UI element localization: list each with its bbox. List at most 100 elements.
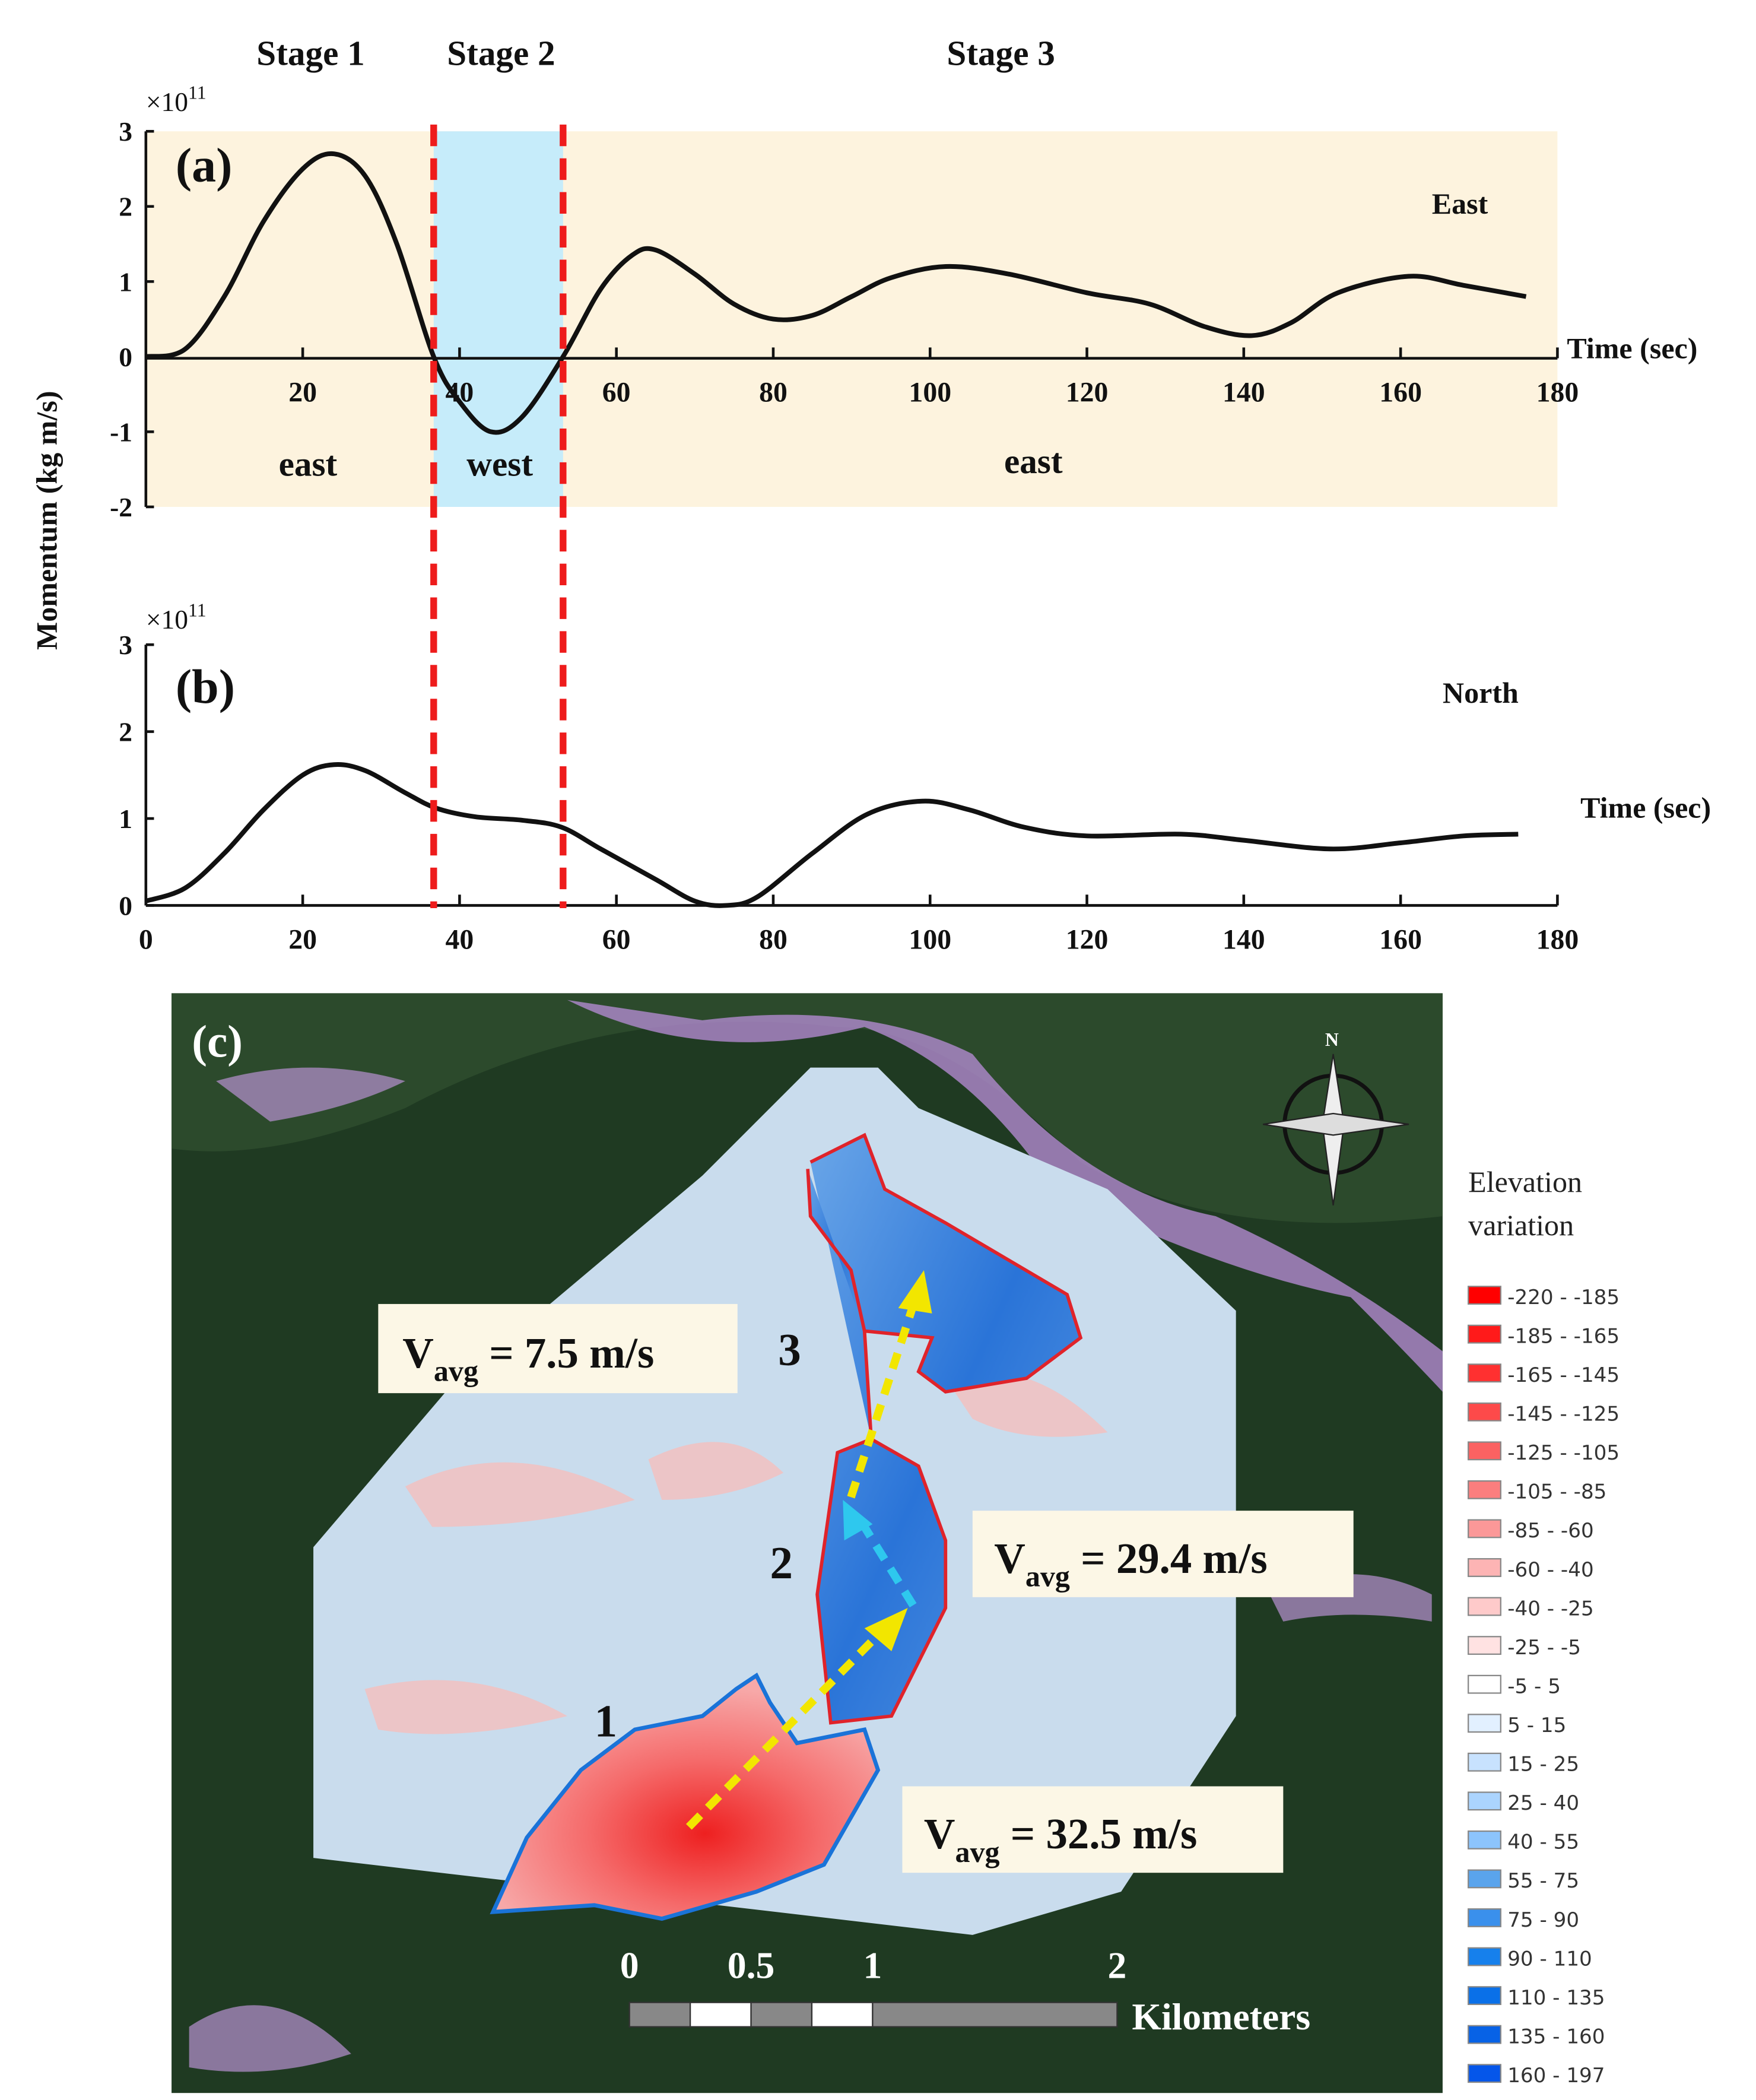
legend-swatch [1468,1519,1501,1538]
momentum-series-line [145,151,1527,435]
y-tick-label: 0 [119,342,132,372]
y-tick-label: 0 [119,890,132,921]
flow-arrow-3 [847,1296,920,1499]
legend-label: 40 - 55 [1507,1831,1579,1854]
legend-title-line1: Elevation [1468,1165,1582,1198]
x-tick-label: 140 [1222,924,1265,955]
zone-2-label: 2 [770,1537,793,1588]
north-label: N [1325,1029,1339,1050]
legend-swatch [1468,1636,1501,1655]
y-tick-label: 2 [119,192,132,222]
panel-b-xlabel: Time (sec) [1580,791,1711,824]
legend-label: 160 - 197 [1507,2064,1605,2088]
flow-arrow-1 [685,1632,881,1830]
region-label-east-2: east [1004,442,1063,481]
y-tick-label: 2 [119,717,132,747]
x-tick-label: 120 [1066,376,1109,408]
legend-swatch [1468,1752,1501,1772]
legend-swatch [1468,1286,1501,1305]
legend-label: -105 - -85 [1507,1480,1606,1504]
stage-2-label: Stage 2 [447,34,555,73]
legend-swatch [1468,1986,1501,2006]
x-tick-label: 100 [909,376,951,408]
legend-label: 15 - 25 [1507,1753,1579,1777]
legend-swatch [1468,1402,1501,1422]
x-tick-label: 140 [1222,376,1265,408]
y-tick-label: 1 [119,804,132,834]
legend-swatch [1468,1908,1501,1927]
velocity-box-zone-1 [902,1786,1284,1873]
momentum-series-line [145,762,1519,908]
y-tick-label: 3 [119,116,132,147]
panel-a-multiplier: ×1011 [146,83,207,117]
erosion-patches [364,1371,1108,1734]
legend-swatch [1468,1674,1501,1694]
legend-swatch [1468,1441,1501,1461]
legend-label: -125 - -105 [1507,1441,1620,1465]
y-tick-label: 3 [119,630,132,660]
legend-label: -165 - -145 [1507,1363,1620,1387]
legend-swatch [1468,1714,1501,1733]
deposition-zone-north [806,1169,866,1332]
legend-title-line2: variation [1468,1208,1574,1242]
y-tick-label: -1 [110,417,132,447]
legend-swatch [1468,1597,1501,1616]
legend: -220 - -185 -185 - -165 -165 - -145 -145 - … [1468,1286,1620,2088]
east-direction-label: East [1432,187,1488,220]
x-tick-label: 60 [602,924,631,955]
compass-rose-icon: N [1263,1029,1409,1206]
legend-label: -185 - -165 [1507,1324,1620,1348]
scale-unit: Kilometers [1132,1996,1310,2038]
scale-bar: 0 0.5 1 2 Kilometers [620,1944,1310,2038]
deposition-zone-outline [809,1133,1083,1725]
velocity-zone-2: Vavg = 29.4 m/s [994,1534,1268,1593]
legend-label: 55 - 75 [1507,1869,1579,1893]
flow-arrow-2 [860,1524,917,1608]
legend-swatch [1468,2064,1501,2083]
scale-label: 1 [863,1944,882,1987]
legend-label: -85 - -60 [1507,1519,1593,1543]
x-tick-label: 160 [1379,924,1422,955]
legend-swatch [1468,1947,1501,1966]
x-tick-label: 40 [446,924,474,955]
west-region-shading [433,131,563,507]
y-axis-label: Momentum (kg m/s) [30,391,63,650]
legend-swatch [1468,1869,1501,1889]
x-tick-label: 60 [602,376,631,408]
y-tick-label: 1 [119,267,132,297]
legend-label: -60 - -40 [1507,1558,1593,1582]
zone-3-label: 3 [778,1324,801,1375]
x-tick-label: 20 [288,924,317,955]
x-tick-label: 80 [759,924,787,955]
velocity-zone-1: Vavg = 32.5 m/s [924,1810,1198,1869]
x-tick-label: 180 [1536,924,1579,955]
panel-a-label: (a) [176,138,233,192]
panel-b-label: (b) [176,659,235,713]
panel-a-xlabel: Time (sec) [1567,332,1697,365]
x-tick-label: 160 [1379,376,1422,408]
legend-label: 90 - 110 [1507,1947,1592,1971]
east-region-shading [145,131,1558,507]
velocity-zone-3: Vavg = 7.5 m/s [402,1329,654,1388]
arrowhead-icon [898,1270,932,1314]
source-zone-outline [490,1672,881,1921]
legend-swatch [1468,1558,1501,1577]
legend-label: 75 - 90 [1507,1908,1579,1932]
legend-swatch [1468,1830,1501,1850]
legend-label: -5 - 5 [1507,1674,1561,1698]
legend-label: -25 - -5 [1507,1636,1581,1660]
velocity-box-zone-2 [972,1511,1354,1597]
region-label-west: west [466,445,533,484]
x-tick-label: 180 [1536,376,1579,408]
region-label-east-1: east [279,445,338,484]
arrowhead-icon [864,1608,908,1651]
stage-3-label: Stage 3 [947,34,1055,73]
legend-label: -220 - -185 [1507,1286,1620,1309]
y-tick-label: -2 [110,492,132,522]
legend-swatch [1468,2025,1501,2044]
zone-1-label: 1 [595,1695,618,1746]
north-direction-label: North [1443,676,1519,709]
x-tick-label: 100 [909,924,951,955]
legend-label: 110 - 135 [1507,1986,1605,2010]
